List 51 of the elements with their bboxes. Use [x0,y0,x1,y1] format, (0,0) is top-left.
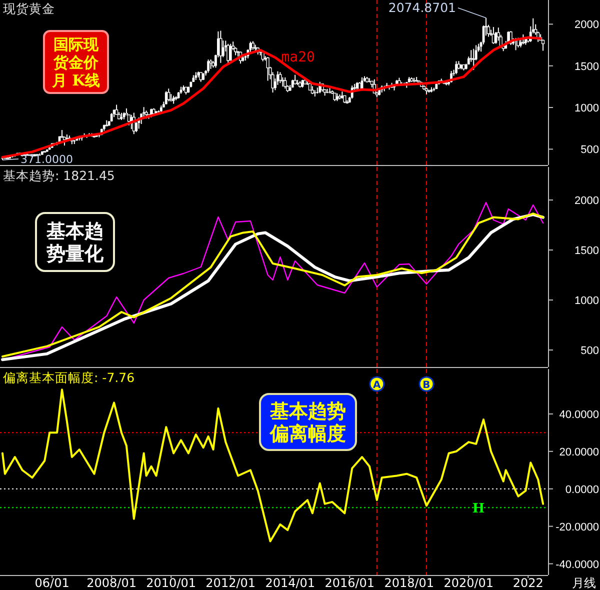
y-tick-label: 20.0000 [559,446,599,458]
x-tick-label: 06/01 [34,576,70,590]
y-tick-label: 1000 [574,102,599,114]
annotation: 基本趋势量化 [46,220,104,266]
y-tick-label: 40.0000 [559,408,599,421]
candlestick [130,114,133,130]
annotation: 2074.8701 [388,0,456,15]
y-tick-label: -40.0000 [556,558,599,571]
y-tick-label: 0.0000 [565,484,599,496]
y-tick-label: 2000 [574,19,599,32]
candlestick [114,104,118,116]
chart-title: 基本趋势: 1821.45 [3,168,115,183]
chart-title: 现货黄金 [3,1,55,16]
annotation: 基本趋势偏离幅度 [269,400,346,446]
candlestick [278,72,282,84]
y-tick-label: -20.0000 [556,521,599,534]
y-tick-label: 500 [580,144,599,156]
annotation: 国际现货金价月 K线 [50,35,100,90]
y-tick-label: 1500 [574,245,599,257]
annotation: B [422,380,430,391]
candlestick [541,39,545,52]
x-tick-label: 2014/01 [265,576,316,590]
candlestick [294,74,297,85]
candlestick [455,60,458,75]
candlestick [167,88,170,102]
candlestick [266,56,270,82]
candlestick [226,43,230,64]
candlestick [219,30,222,64]
x-tick-label: 2010/01 [146,576,196,590]
x-tick-label: 2012/01 [206,576,256,590]
text: 月线 [572,576,596,590]
x-tick-label: 2008/01 [86,576,137,590]
annotation: A [373,380,382,391]
y-tick-label: 2000 [574,195,599,207]
candlestick [284,76,287,90]
chart-title: 偏离基本面幅度: -7.76 [3,370,135,385]
candlestick [207,59,210,74]
series-label: ma20 [281,50,315,66]
candlestick [472,48,476,70]
candlestick [229,43,232,62]
candlestick [209,58,212,70]
x-tick-label: 2018/01 [384,576,434,590]
line-series [1,388,544,542]
x-tick-label: 2016/01 [324,576,375,590]
x-tick-label: 2022 [512,576,544,590]
y-tick-label: 500 [580,345,599,357]
y-tick-label: 1500 [574,60,599,73]
x-tick-label: 2020/01 [444,576,494,590]
annotation: H [472,502,485,517]
y-tick-label: 1000 [574,295,599,307]
annotation: 371.0000 [20,152,73,166]
